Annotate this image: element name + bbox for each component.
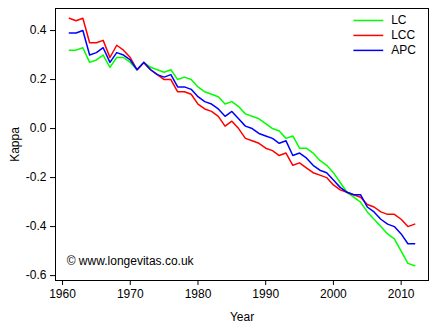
svg-text:1990: 1990 (252, 287, 279, 301)
svg-text:Kappa: Kappa (8, 127, 22, 162)
svg-text:1970: 1970 (117, 287, 144, 301)
svg-text:© www.longevitas.co.uk: © www.longevitas.co.uk (67, 254, 195, 268)
svg-text:-0.4: -0.4 (26, 219, 47, 233)
svg-text:0.2: 0.2 (30, 72, 47, 86)
svg-text:2000: 2000 (320, 287, 347, 301)
svg-text:1980: 1980 (185, 287, 212, 301)
svg-text:-0.2: -0.2 (26, 170, 47, 184)
svg-text:LCC: LCC (391, 28, 415, 42)
svg-text:APC: APC (391, 43, 416, 57)
svg-text:0.4: 0.4 (30, 23, 47, 37)
svg-text:LC: LC (391, 13, 407, 27)
svg-text:-0.6: -0.6 (26, 268, 47, 282)
svg-text:2010: 2010 (388, 287, 415, 301)
svg-text:1960: 1960 (49, 287, 76, 301)
svg-text:Year: Year (230, 310, 254, 324)
svg-text:0.0: 0.0 (30, 121, 47, 135)
